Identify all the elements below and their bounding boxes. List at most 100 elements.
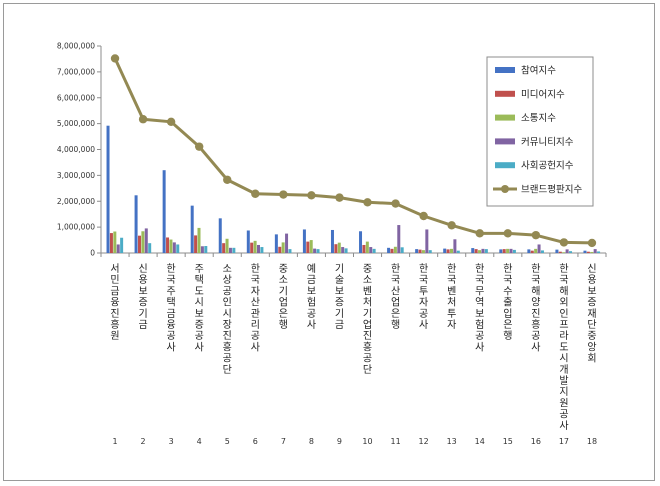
legend-swatch-3 xyxy=(495,114,515,121)
bar-4-8 xyxy=(313,248,317,253)
category-char: 인 xyxy=(223,297,232,309)
bar-4-18 xyxy=(593,249,597,253)
category-char: 주 xyxy=(167,286,176,297)
y-tick-label: 7,000,000 xyxy=(57,67,95,76)
bar-2-4 xyxy=(194,235,198,253)
legend-swatch-4 xyxy=(495,138,515,145)
bar-5-17 xyxy=(569,251,573,253)
category-char: 공 xyxy=(419,308,428,320)
category-char: 라 xyxy=(559,330,568,342)
bar-3-12 xyxy=(421,250,425,253)
category-char: 벤 xyxy=(447,285,456,297)
legend-label-2: 미디어지수 xyxy=(521,89,565,100)
bar-1-2 xyxy=(134,195,138,253)
category-char: 보 xyxy=(195,308,204,320)
y-tick-label: 4,000,000 xyxy=(57,145,95,154)
bar-4-4 xyxy=(200,246,204,253)
category-char: 국 xyxy=(447,274,456,286)
category-char: 증 xyxy=(138,297,147,309)
category-char: 소 xyxy=(363,274,372,286)
category-char: 중 xyxy=(363,263,372,275)
category-char: 한 xyxy=(419,263,428,275)
line-point-10 xyxy=(363,198,372,207)
bar-2-3 xyxy=(166,237,170,253)
category-char: 국 xyxy=(475,274,484,286)
category-char: 벤 xyxy=(363,285,372,297)
category-char: 국 xyxy=(419,274,428,286)
category-char: 역 xyxy=(475,297,484,309)
category-char: 흥 xyxy=(363,340,372,353)
category-char: 사 xyxy=(251,341,260,353)
category-char: 한 xyxy=(391,263,400,275)
category-char: 처 xyxy=(447,297,456,309)
category-char: 투 xyxy=(419,285,428,297)
x-number-label-3: 3 xyxy=(169,437,174,446)
bar-2-11 xyxy=(390,248,394,253)
legend-swatch-1 xyxy=(495,67,515,73)
category-char: 소 xyxy=(223,263,232,275)
category-char: 단 xyxy=(363,364,372,376)
bar-1-4 xyxy=(190,205,194,253)
bar-5-15 xyxy=(512,249,516,253)
bar-5-16 xyxy=(540,250,544,253)
bar-4-14 xyxy=(481,248,485,253)
line-point-11 xyxy=(391,199,400,208)
bar-2-17 xyxy=(558,251,562,253)
y-tick-label: 5,000,000 xyxy=(57,119,95,128)
category-char: 진 xyxy=(110,308,119,320)
category-char: 도 xyxy=(559,342,568,353)
x-number-label-9: 9 xyxy=(337,437,342,446)
legend-label-6: 브랜드평판지수 xyxy=(521,185,582,196)
line-point-2 xyxy=(138,115,148,124)
category-char: 험 xyxy=(475,319,484,331)
bar-2-13 xyxy=(446,249,450,253)
bar-4-2 xyxy=(144,228,148,253)
category-char: 공 xyxy=(167,330,176,342)
category-char: 행 xyxy=(391,319,400,331)
legend-swatch-5 xyxy=(495,162,515,169)
line-point-4 xyxy=(194,142,204,151)
x-number-label-2: 2 xyxy=(141,437,146,446)
bar-5-9 xyxy=(344,248,348,253)
bar-3-8 xyxy=(309,240,313,253)
category-char: 공 xyxy=(475,330,484,342)
category-char: 택 xyxy=(167,297,176,309)
bar-1-7 xyxy=(274,234,278,253)
line-point-3 xyxy=(166,117,176,127)
category-char: 기 xyxy=(335,263,344,275)
category-char: 수 xyxy=(503,285,512,297)
x-number-label-15: 15 xyxy=(503,437,513,446)
bar-2-12 xyxy=(418,249,422,253)
bar-3-17 xyxy=(562,252,566,253)
category-char: 금 xyxy=(138,319,147,331)
category-char: 공 xyxy=(363,353,372,365)
category-char: 단 xyxy=(587,319,596,331)
category-char: 도 xyxy=(195,286,204,297)
category-char: 용 xyxy=(138,274,147,286)
y-tick-label: 8,000,000 xyxy=(57,42,95,51)
category-char: 술 xyxy=(335,274,344,286)
category-char: 한 xyxy=(503,263,512,275)
line-point-12 xyxy=(419,211,428,221)
category-char: 시 xyxy=(195,297,204,309)
bar-5-7 xyxy=(288,249,292,253)
bar-5-14 xyxy=(484,249,488,253)
bar-5-1 xyxy=(120,237,124,253)
bar-3-1 xyxy=(113,231,117,253)
bar-3-9 xyxy=(337,242,341,253)
